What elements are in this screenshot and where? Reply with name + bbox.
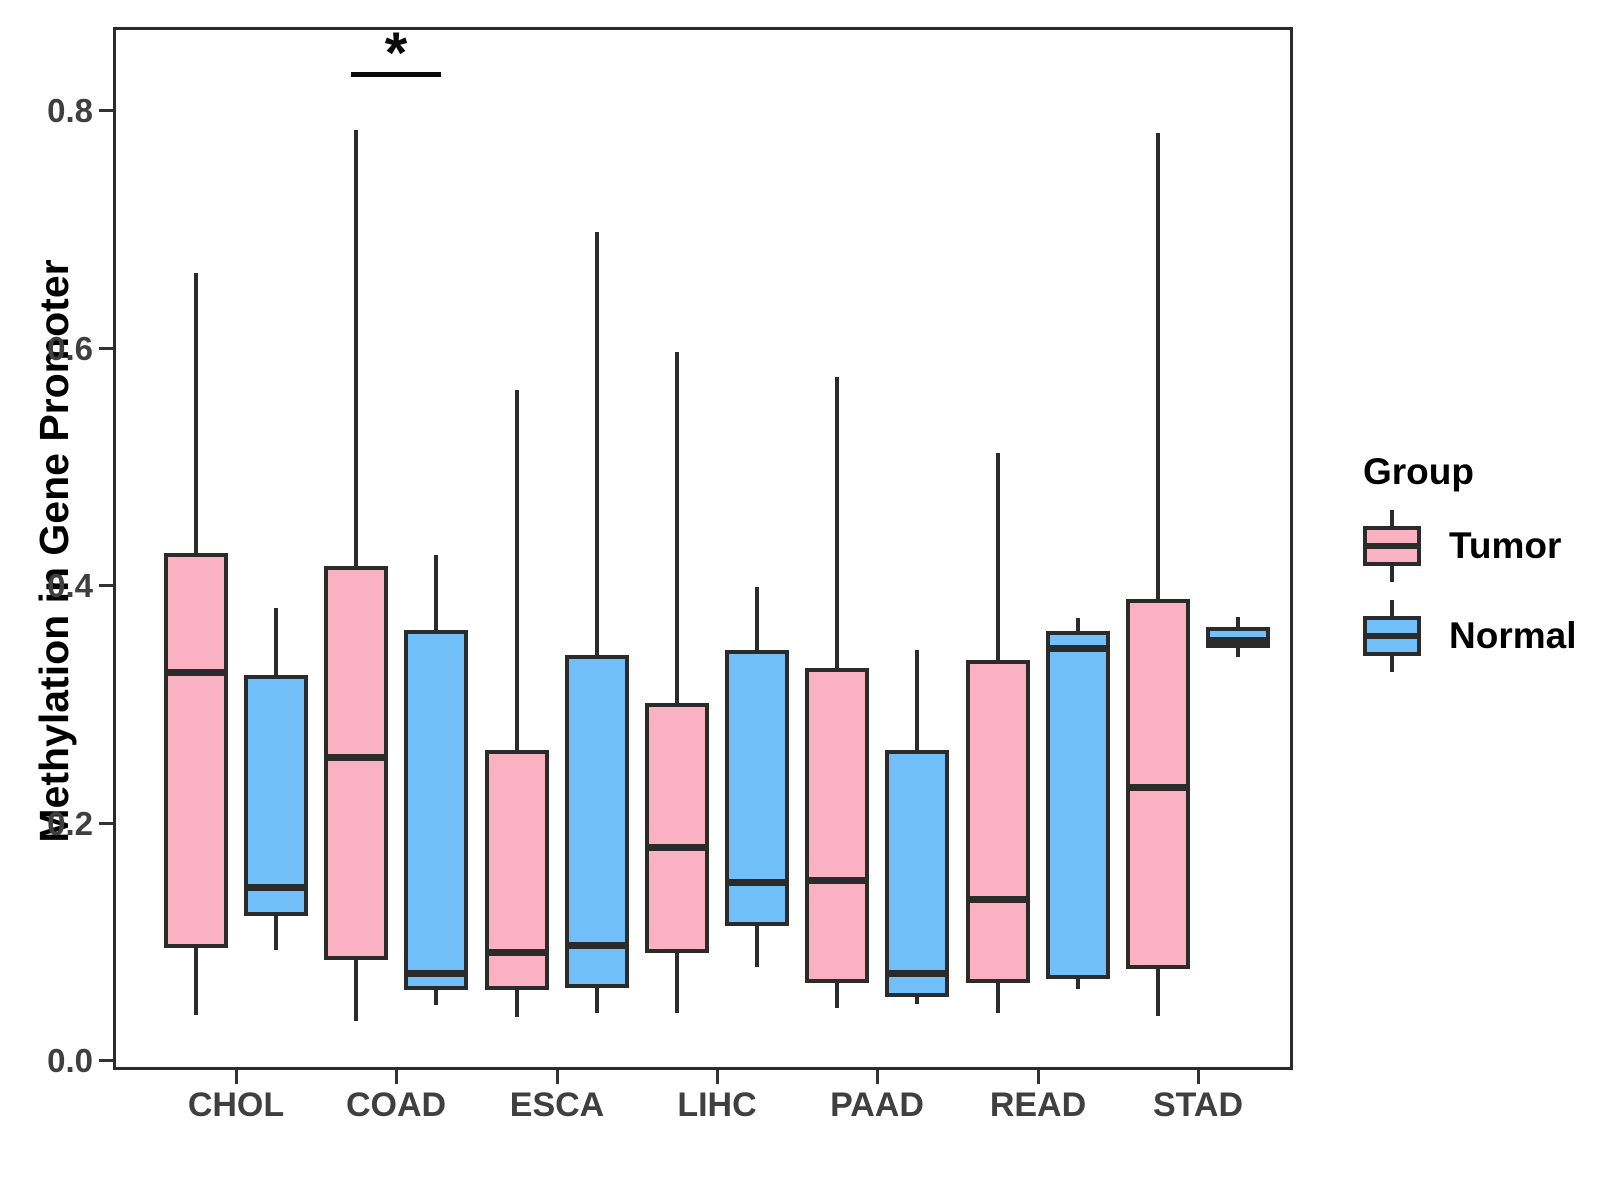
box-paad-normal: [885, 750, 949, 997]
whisker-upper-chol-normal: [274, 608, 278, 675]
y-axis-tick-label: 0.6: [47, 330, 93, 367]
whisker-lower-stad-tumor: [1156, 969, 1160, 1016]
tumor-boxplot-key-icon: [1363, 510, 1421, 582]
median-paad-tumor: [805, 877, 869, 884]
median-stad-tumor: [1126, 784, 1190, 791]
x-axis-tick-label: STAD: [1152, 1086, 1244, 1124]
x-axis-tick: [556, 1070, 559, 1084]
box-paad-tumor: [805, 668, 869, 983]
x-axis-tick-label: COAD: [345, 1086, 447, 1124]
x-axis-tick-label: ESCA: [509, 1086, 605, 1124]
x-axis-tick-label: READ: [989, 1086, 1087, 1124]
box-read-tumor: [966, 660, 1030, 983]
median-chol-tumor: [164, 669, 228, 676]
whisker-lower-paad-tumor: [835, 983, 839, 1008]
median-chol-normal: [244, 884, 308, 891]
whisker-upper-paad-normal: [915, 650, 919, 750]
whisker-upper-read-tumor: [996, 453, 1000, 660]
legend-item-tumor: Tumor: [1363, 510, 1576, 582]
whisker-lower-esca-normal: [595, 988, 599, 1013]
box-chol-normal: [244, 675, 308, 916]
whisker-upper-chol-tumor: [194, 273, 198, 553]
median-lihc-normal: [725, 879, 789, 886]
legend-item-normal: Normal: [1363, 600, 1576, 672]
x-axis-tick: [1037, 1070, 1040, 1084]
legend-label-tumor: Tumor: [1449, 525, 1562, 566]
whisker-lower-paad-normal: [915, 997, 919, 1004]
whisker-lower-stad-normal: [1236, 648, 1240, 657]
whisker-upper-coad-normal: [434, 555, 438, 630]
x-axis-tick: [1197, 1070, 1200, 1084]
y-axis-tick: [99, 1059, 113, 1062]
box-lihc-tumor: [645, 703, 709, 953]
whisker-lower-lihc-normal: [755, 926, 759, 967]
y-axis-tick-label: 0.2: [47, 805, 93, 842]
whisker-lower-read-tumor: [996, 983, 1000, 1013]
y-axis-tick-label: 0.0: [47, 1042, 93, 1079]
whisker-upper-esca-normal: [595, 232, 599, 655]
median-read-tumor: [966, 896, 1030, 903]
y-axis-tick-label: 0.4: [47, 567, 93, 604]
normal-boxplot-key-icon: [1363, 600, 1421, 672]
median-coad-tumor: [324, 754, 388, 761]
y-axis-tick: [99, 347, 113, 350]
median-esca-normal: [565, 942, 629, 949]
whisker-upper-lihc-normal: [755, 587, 759, 650]
whisker-upper-esca-tumor: [515, 390, 519, 750]
x-axis-tick-label: PAAD: [830, 1086, 924, 1124]
whisker-lower-read-normal: [1076, 979, 1080, 989]
whisker-upper-stad-tumor: [1156, 133, 1160, 599]
legend-label-normal: Normal: [1449, 615, 1577, 656]
y-axis-tick: [99, 822, 113, 825]
box-chol-tumor: [164, 553, 228, 948]
x-axis-tick-label: CHOL: [187, 1086, 285, 1124]
y-axis-tick: [99, 584, 113, 587]
box-coad-tumor: [324, 566, 388, 960]
whisker-lower-lihc-tumor: [675, 953, 679, 1013]
median-stad-normal: [1206, 637, 1270, 644]
whisker-lower-coad-normal: [434, 990, 438, 1005]
median-paad-normal: [885, 970, 949, 977]
x-axis-tick: [235, 1070, 238, 1084]
whisker-upper-paad-tumor: [835, 377, 839, 668]
x-axis-tick: [395, 1070, 398, 1084]
y-axis-tick-label: 0.8: [47, 92, 93, 129]
whisker-lower-chol-tumor: [194, 948, 198, 1015]
whisker-lower-coad-tumor: [354, 960, 358, 1021]
x-axis-tick: [716, 1070, 719, 1084]
significance-asterisk: *: [384, 21, 408, 86]
box-read-normal: [1046, 631, 1110, 979]
box-esca-normal: [565, 655, 629, 988]
y-axis-tick: [99, 109, 113, 112]
x-axis-tick-label: LIHC: [677, 1086, 757, 1124]
y-axis-title: Methylation in Gene Promoter: [31, 259, 77, 843]
legend: Group Tumor Normal: [1363, 452, 1576, 672]
significance-bracket-line: [351, 72, 441, 77]
whisker-lower-esca-tumor: [515, 990, 519, 1017]
median-lihc-tumor: [645, 844, 709, 851]
x-axis-tick: [876, 1070, 879, 1084]
whisker-upper-stad-normal: [1236, 617, 1240, 627]
whisker-lower-chol-normal: [274, 916, 278, 950]
median-coad-normal: [404, 970, 468, 977]
legend-title: Group: [1363, 451, 1474, 492]
whisker-upper-coad-tumor: [354, 130, 358, 566]
whisker-upper-read-normal: [1076, 618, 1080, 631]
median-esca-tumor: [485, 949, 549, 956]
whisker-upper-lihc-tumor: [675, 352, 679, 703]
median-read-normal: [1046, 645, 1110, 652]
box-coad-normal: [404, 630, 468, 990]
